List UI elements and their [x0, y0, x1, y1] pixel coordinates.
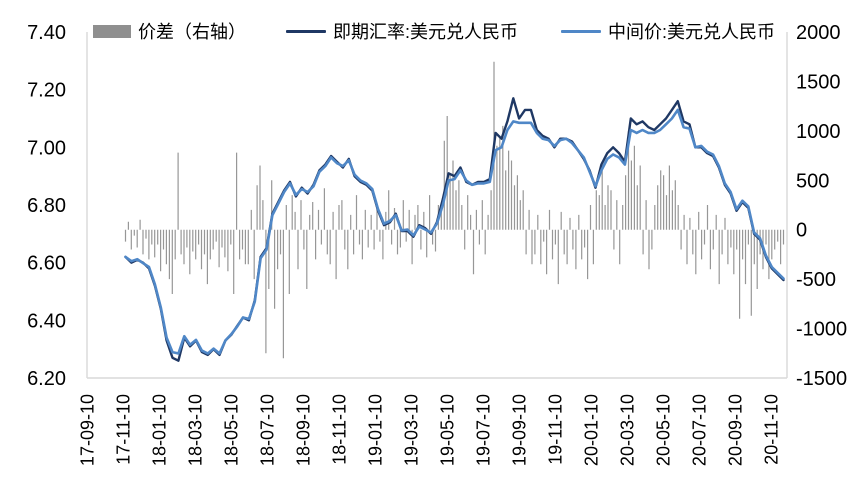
- x-axis-tick-label: 18-03-10: [186, 394, 206, 466]
- spread-bar-swatch-icon: [93, 24, 131, 38]
- x-axis-tick-label: 17-11-10: [114, 394, 134, 465]
- x-axis-tick-label: 20-11-10: [762, 394, 782, 465]
- parity-line-swatch-icon: [561, 29, 601, 33]
- plot-border: [86, 32, 788, 379]
- x-axis-tick-label: 20-07-10: [690, 394, 710, 466]
- left-axis-tick-label: 7.20: [27, 80, 66, 102]
- legend-item-spread: 价差（右轴）: [93, 20, 246, 42]
- left-axis-tick-label: 6.80: [27, 195, 66, 217]
- x-axis-tick-label: 18-11-10: [330, 394, 350, 465]
- left-axis-tick-label: 6.40: [27, 310, 66, 332]
- right-axis-tick-label: -1500: [796, 368, 847, 390]
- legend-label-spot-rate: 即期汇率:美元兑人民币: [333, 22, 518, 42]
- x-axis-tick-label: 19-11-10: [546, 394, 566, 465]
- x-axis-tick-label: 20-09-10: [726, 394, 746, 466]
- spot-rate-line-series: [124, 97, 785, 362]
- x-axis-tick-labels: 17-09-10 17-11-10 18-01-10 18-03-10 18-05-10…: [78, 394, 782, 466]
- parity-rate-line-series: [124, 108, 785, 355]
- x-axis-tick-label: 19-01-10: [366, 394, 386, 466]
- right-axis-tick-label: -1000: [796, 319, 847, 341]
- legend-item-parity-rate: 中间价:美元兑人民币: [561, 20, 775, 42]
- x-axis-tick-label: 19-07-10: [474, 394, 494, 466]
- right-axis-tick-label: -500: [796, 269, 836, 291]
- x-axis-tick-label: 19-05-10: [438, 394, 458, 466]
- x-axis-tick-label: 18-07-10: [258, 394, 278, 466]
- right-axis-tick-label: 500: [796, 170, 829, 192]
- right-axis-tick-labels: 2000 1500 1000 500 0 -500 -1000 -1500: [796, 22, 847, 390]
- x-axis-tick-label: 18-05-10: [222, 394, 242, 466]
- x-axis-tick-label: 18-09-10: [294, 394, 314, 466]
- legend-item-spot-rate: 即期汇率:美元兑人民币: [286, 20, 518, 42]
- right-axis-tick-label: 1000: [796, 121, 841, 143]
- x-axis-tick-label: 20-03-10: [618, 394, 638, 466]
- right-axis-tick-label: 2000: [796, 22, 841, 44]
- x-axis-tick-label: 17-09-10: [78, 394, 98, 466]
- x-axis-tick-label: 20-01-10: [582, 394, 602, 466]
- x-axis-tick-label: 18-01-10: [150, 394, 170, 466]
- left-axis-tick-label: 7.00: [27, 137, 66, 159]
- left-axis-tick-label: 6.20: [27, 368, 66, 390]
- right-axis-tick-label: 1500: [796, 71, 841, 93]
- legend-label-spread: 价差（右轴）: [138, 22, 246, 42]
- left-axis-tick-label: 7.40: [27, 22, 66, 44]
- right-axis-tick-label: 0: [796, 220, 807, 242]
- left-axis-tick-label: 6.60: [27, 253, 66, 275]
- left-axis-tick-labels: 7.40 7.20 7.00 6.80 6.60 6.40 6.20: [27, 22, 66, 390]
- legend-label-parity-rate: 中间价:美元兑人民币: [608, 22, 776, 42]
- x-axis-tick-label: 19-03-10: [402, 394, 422, 466]
- x-axis-tick-label: 19-09-10: [510, 394, 530, 466]
- x-axis-tick-label: 20-05-10: [654, 394, 674, 466]
- spread-bars-series: [124, 61, 785, 359]
- spot-line-swatch-icon: [286, 29, 326, 33]
